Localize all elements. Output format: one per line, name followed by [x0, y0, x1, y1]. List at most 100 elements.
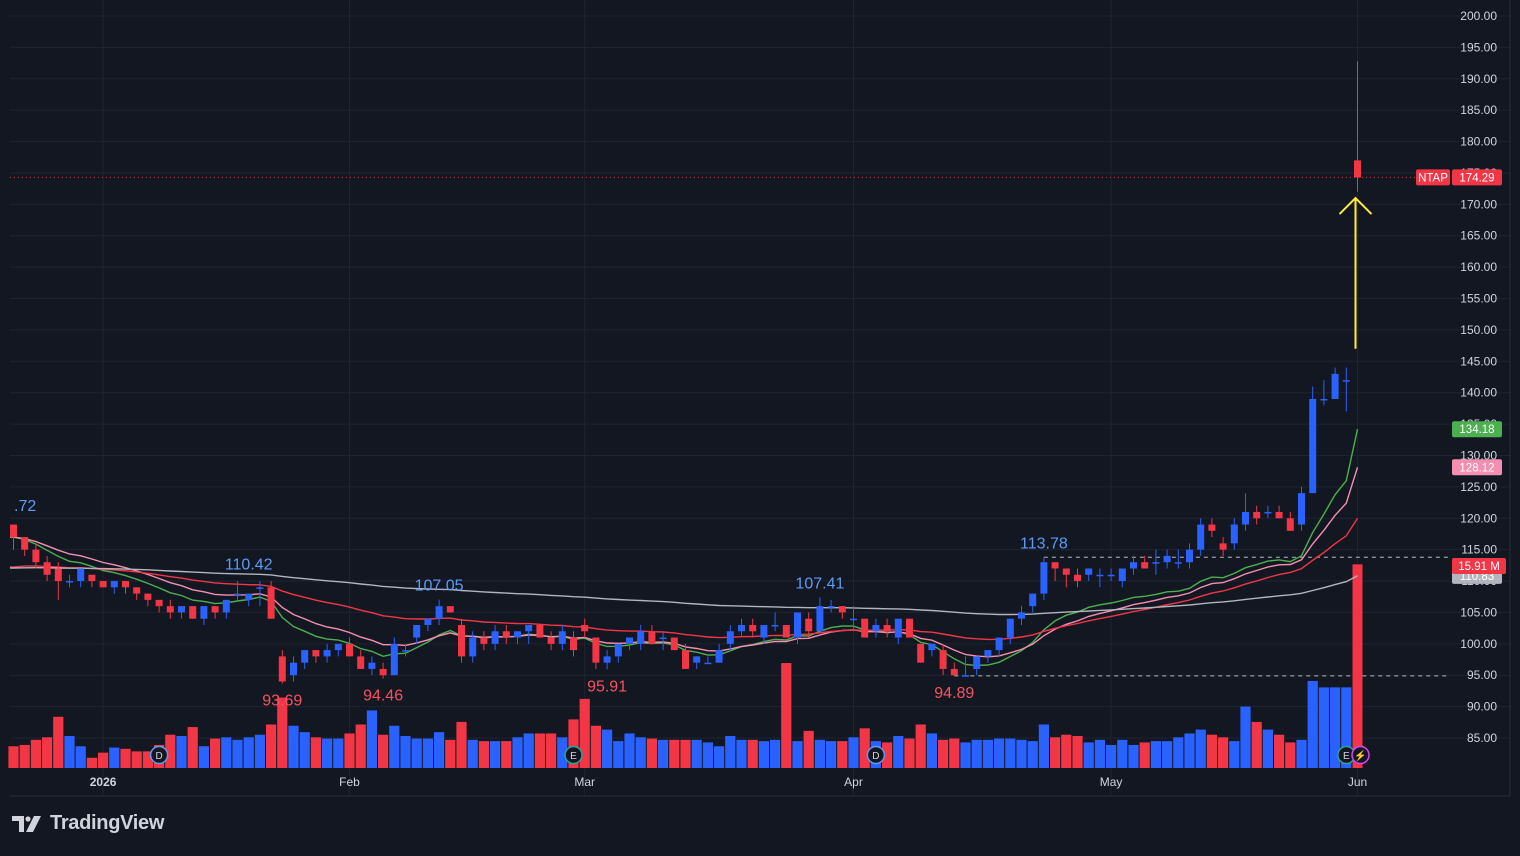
candle-body	[525, 624, 533, 632]
volume-bar	[837, 741, 848, 768]
candle-body	[715, 650, 723, 663]
candle-body	[603, 656, 611, 663]
candle-body	[816, 606, 824, 632]
volume-bar	[299, 732, 310, 768]
event-markers[interactable]: D E D E ⚡	[149, 745, 1370, 765]
volume-bar	[254, 734, 265, 768]
price-tick-label: 95.00	[1467, 668, 1497, 682]
volume-bar	[714, 746, 725, 768]
ma-green-tag-bg	[1452, 421, 1502, 438]
candle-body	[1163, 555, 1171, 563]
candle-body	[10, 524, 17, 538]
candle-body	[872, 624, 880, 632]
volume-bar	[1296, 739, 1307, 768]
volume-bar	[142, 751, 153, 768]
volume-bars	[8, 564, 1363, 768]
volume-bar	[792, 741, 803, 768]
candle-body	[379, 668, 387, 676]
price-tick-label: 155.00	[1460, 292, 1497, 306]
candle-body	[894, 618, 902, 638]
price-axis[interactable]: 200.00195.00190.00185.00180.00175.00170.…	[1460, 9, 1497, 745]
tradingview-brand[interactable]: TradingView	[12, 812, 164, 835]
volume-bar	[131, 751, 142, 768]
volume-bar	[355, 724, 366, 768]
price-label-high: 110.42	[225, 556, 273, 573]
volume-bar	[232, 739, 243, 768]
candle-body	[682, 650, 689, 669]
volume-bar	[1330, 687, 1341, 768]
event-marker-circle	[564, 745, 583, 765]
candle-body	[1275, 511, 1283, 519]
event-marker[interactable]: ⚡	[1351, 745, 1370, 765]
candle-body	[861, 618, 869, 638]
price-label-low: 93.69	[262, 692, 302, 709]
volume-bar	[512, 737, 523, 768]
price-chart[interactable]: .72 110.42 107.05 107.41 113.78 93.69 94.46 95.…	[0, 0, 1520, 800]
volume-bar	[994, 738, 1005, 768]
candle-body	[1029, 593, 1037, 607]
price-tick-label: 145.00	[1460, 354, 1497, 368]
candle-body	[99, 581, 107, 588]
candle-body	[917, 643, 925, 663]
candle-body	[110, 581, 118, 588]
volume-bar	[187, 727, 198, 768]
price-label-low: 94.46	[363, 688, 403, 705]
candle-body	[32, 549, 40, 563]
time-axis[interactable]: 2026 Feb Mar Apr May Jun	[90, 775, 1367, 789]
candle-body	[54, 568, 62, 582]
moving-average-line	[10, 566, 1358, 616]
event-marker[interactable]: E	[564, 745, 583, 765]
price-tick-label: 170.00	[1460, 197, 1497, 211]
candle-body	[850, 618, 857, 621]
volume-bar	[1262, 729, 1273, 768]
candle-body	[1219, 543, 1227, 550]
time-tick-label: Apr	[844, 775, 863, 789]
volume-bar	[590, 725, 601, 768]
volume-bar	[1352, 564, 1363, 768]
candle-body	[536, 624, 544, 638]
price-tick-label: 160.00	[1460, 260, 1497, 274]
time-tick-label: Feb	[339, 775, 360, 789]
volume-bar	[42, 737, 53, 768]
candle-body	[1253, 511, 1261, 519]
volume-bar	[848, 737, 859, 768]
volume-bar	[467, 739, 478, 768]
candle-body	[390, 643, 398, 676]
candle-body	[1118, 568, 1126, 582]
last-price-tag-bg	[1452, 169, 1502, 186]
candle-body	[1096, 574, 1104, 577]
candle-body	[704, 662, 712, 665]
candle-body	[1197, 524, 1205, 550]
candle-body	[1286, 518, 1294, 531]
volume-bar	[266, 724, 277, 768]
volume-bar	[1150, 741, 1161, 768]
volume-bar	[344, 733, 355, 768]
volume-bar	[1061, 734, 1072, 768]
candles	[10, 61, 1361, 684]
volume-bar	[691, 739, 702, 768]
event-marker[interactable]: D	[866, 745, 886, 765]
symbol-tag-bg	[1416, 169, 1450, 186]
event-marker[interactable]: D	[149, 745, 169, 765]
candle-body	[962, 675, 969, 677]
candle-body	[1040, 562, 1048, 594]
candle-body	[1242, 511, 1249, 525]
candle-body	[995, 637, 1003, 651]
volume-bar	[669, 739, 680, 768]
ma-pink-tag-bg	[1452, 459, 1502, 476]
candle-body	[222, 599, 230, 613]
candle-body	[1186, 549, 1193, 563]
candle-body	[1006, 618, 1014, 638]
volume-bar	[982, 739, 993, 768]
candle-body	[122, 581, 129, 588]
volume-bar	[635, 737, 646, 768]
dashed-levels	[10, 176, 1450, 677]
volume-bar	[1218, 737, 1229, 768]
volume-bar	[725, 736, 736, 768]
volume-bar	[803, 730, 814, 768]
volume-bar	[1173, 737, 1184, 768]
candle-body	[984, 650, 992, 657]
candle-body	[256, 587, 264, 589]
candle-body	[189, 606, 197, 619]
